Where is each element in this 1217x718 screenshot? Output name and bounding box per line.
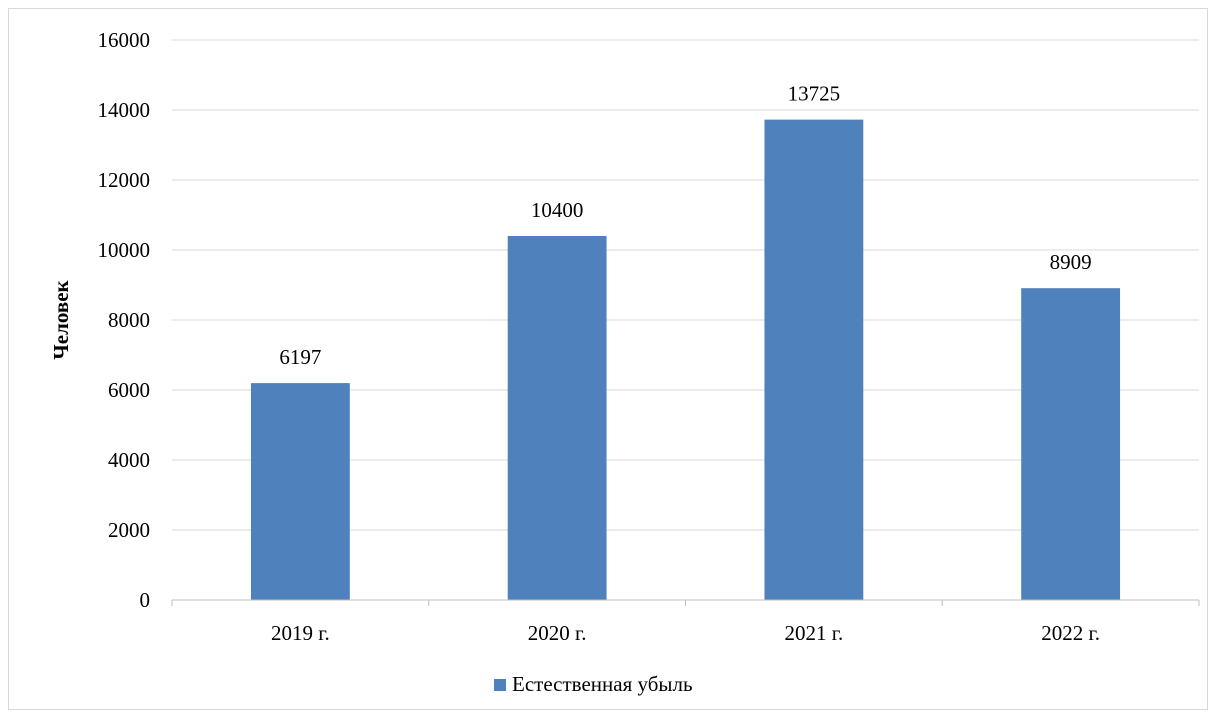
legend-swatch [494,679,506,691]
bar [250,383,350,600]
bar [1021,288,1121,600]
x-axis [171,599,1200,606]
y-tick-label: 12000 [98,168,151,192]
x-tick-label: 2019 г. [271,621,330,645]
bar [764,119,864,600]
y-tick-label: 14000 [98,98,151,122]
y-tick-label: 10000 [98,238,151,262]
legend-label: Естественная убыль [512,672,693,696]
x-tick-label: 2021 г. [785,621,844,645]
data-label: 6197 [279,345,321,369]
x-tick-labels: 2019 г. 2020 г. 2021 г. 2022 г. [271,621,1100,645]
y-tick-label: 6000 [108,378,150,402]
y-tick-label: 2000 [108,518,150,542]
bar [507,236,607,600]
y-tick-labels: 0 2000 4000 6000 8000 10000 12000 14000 16000 [98,28,151,612]
y-axis-title: Человек [49,279,73,359]
y-tick-label: 16000 [98,28,151,52]
chart-frame [8,8,1208,710]
x-tick-label: 2022 г. [1041,621,1100,645]
y-tick-label: 8000 [108,308,150,332]
data-label: 13725 [788,82,841,106]
data-labels: 6197 10400 13725 8909 [279,82,1091,369]
bars [250,119,1121,600]
legend: Естественная убыль [494,672,693,696]
x-tick-label: 2020 г. [528,621,587,645]
data-label: 8909 [1050,250,1092,274]
data-label: 10400 [531,198,584,222]
y-tick-label: 4000 [108,448,150,472]
y-tick-label: 0 [140,588,151,612]
